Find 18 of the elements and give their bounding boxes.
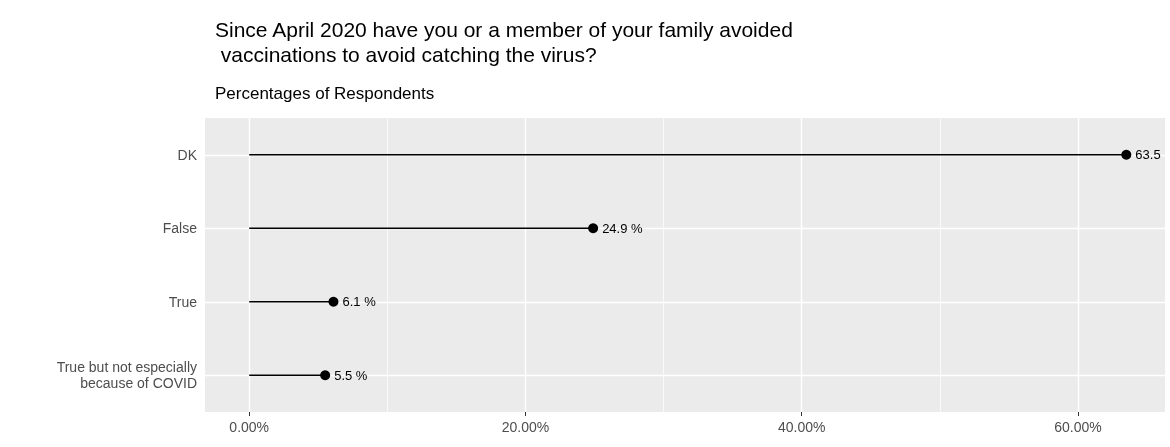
x-tick-label: 60.00%	[1054, 419, 1102, 435]
data-label: 24.9 %	[602, 220, 644, 236]
point	[588, 223, 599, 234]
y-tick-label: True but not especially because of COVID	[56, 359, 197, 392]
y-tick-label: True	[168, 293, 198, 310]
x-tick-label: 40.00%	[777, 419, 826, 435]
x-tick-label: 0.00%	[229, 419, 270, 435]
chart-title: Since April 2020 have you or a member of your family avoided vaccinations to avoid catching the virus?	[215, 18, 793, 66]
y-tick-label: DK	[177, 146, 198, 163]
data-label: 6.1 %	[342, 294, 377, 310]
x-tick-label: 20.00%	[501, 419, 550, 435]
point	[320, 370, 331, 381]
point	[328, 296, 339, 307]
data-label: 5.5 %	[334, 367, 368, 383]
data-label: 63.5	[1135, 147, 1161, 163]
chart-subtitle: Percentages of Respondents	[215, 84, 435, 103]
point	[1121, 149, 1132, 160]
y-tick-label: False	[162, 220, 198, 237]
